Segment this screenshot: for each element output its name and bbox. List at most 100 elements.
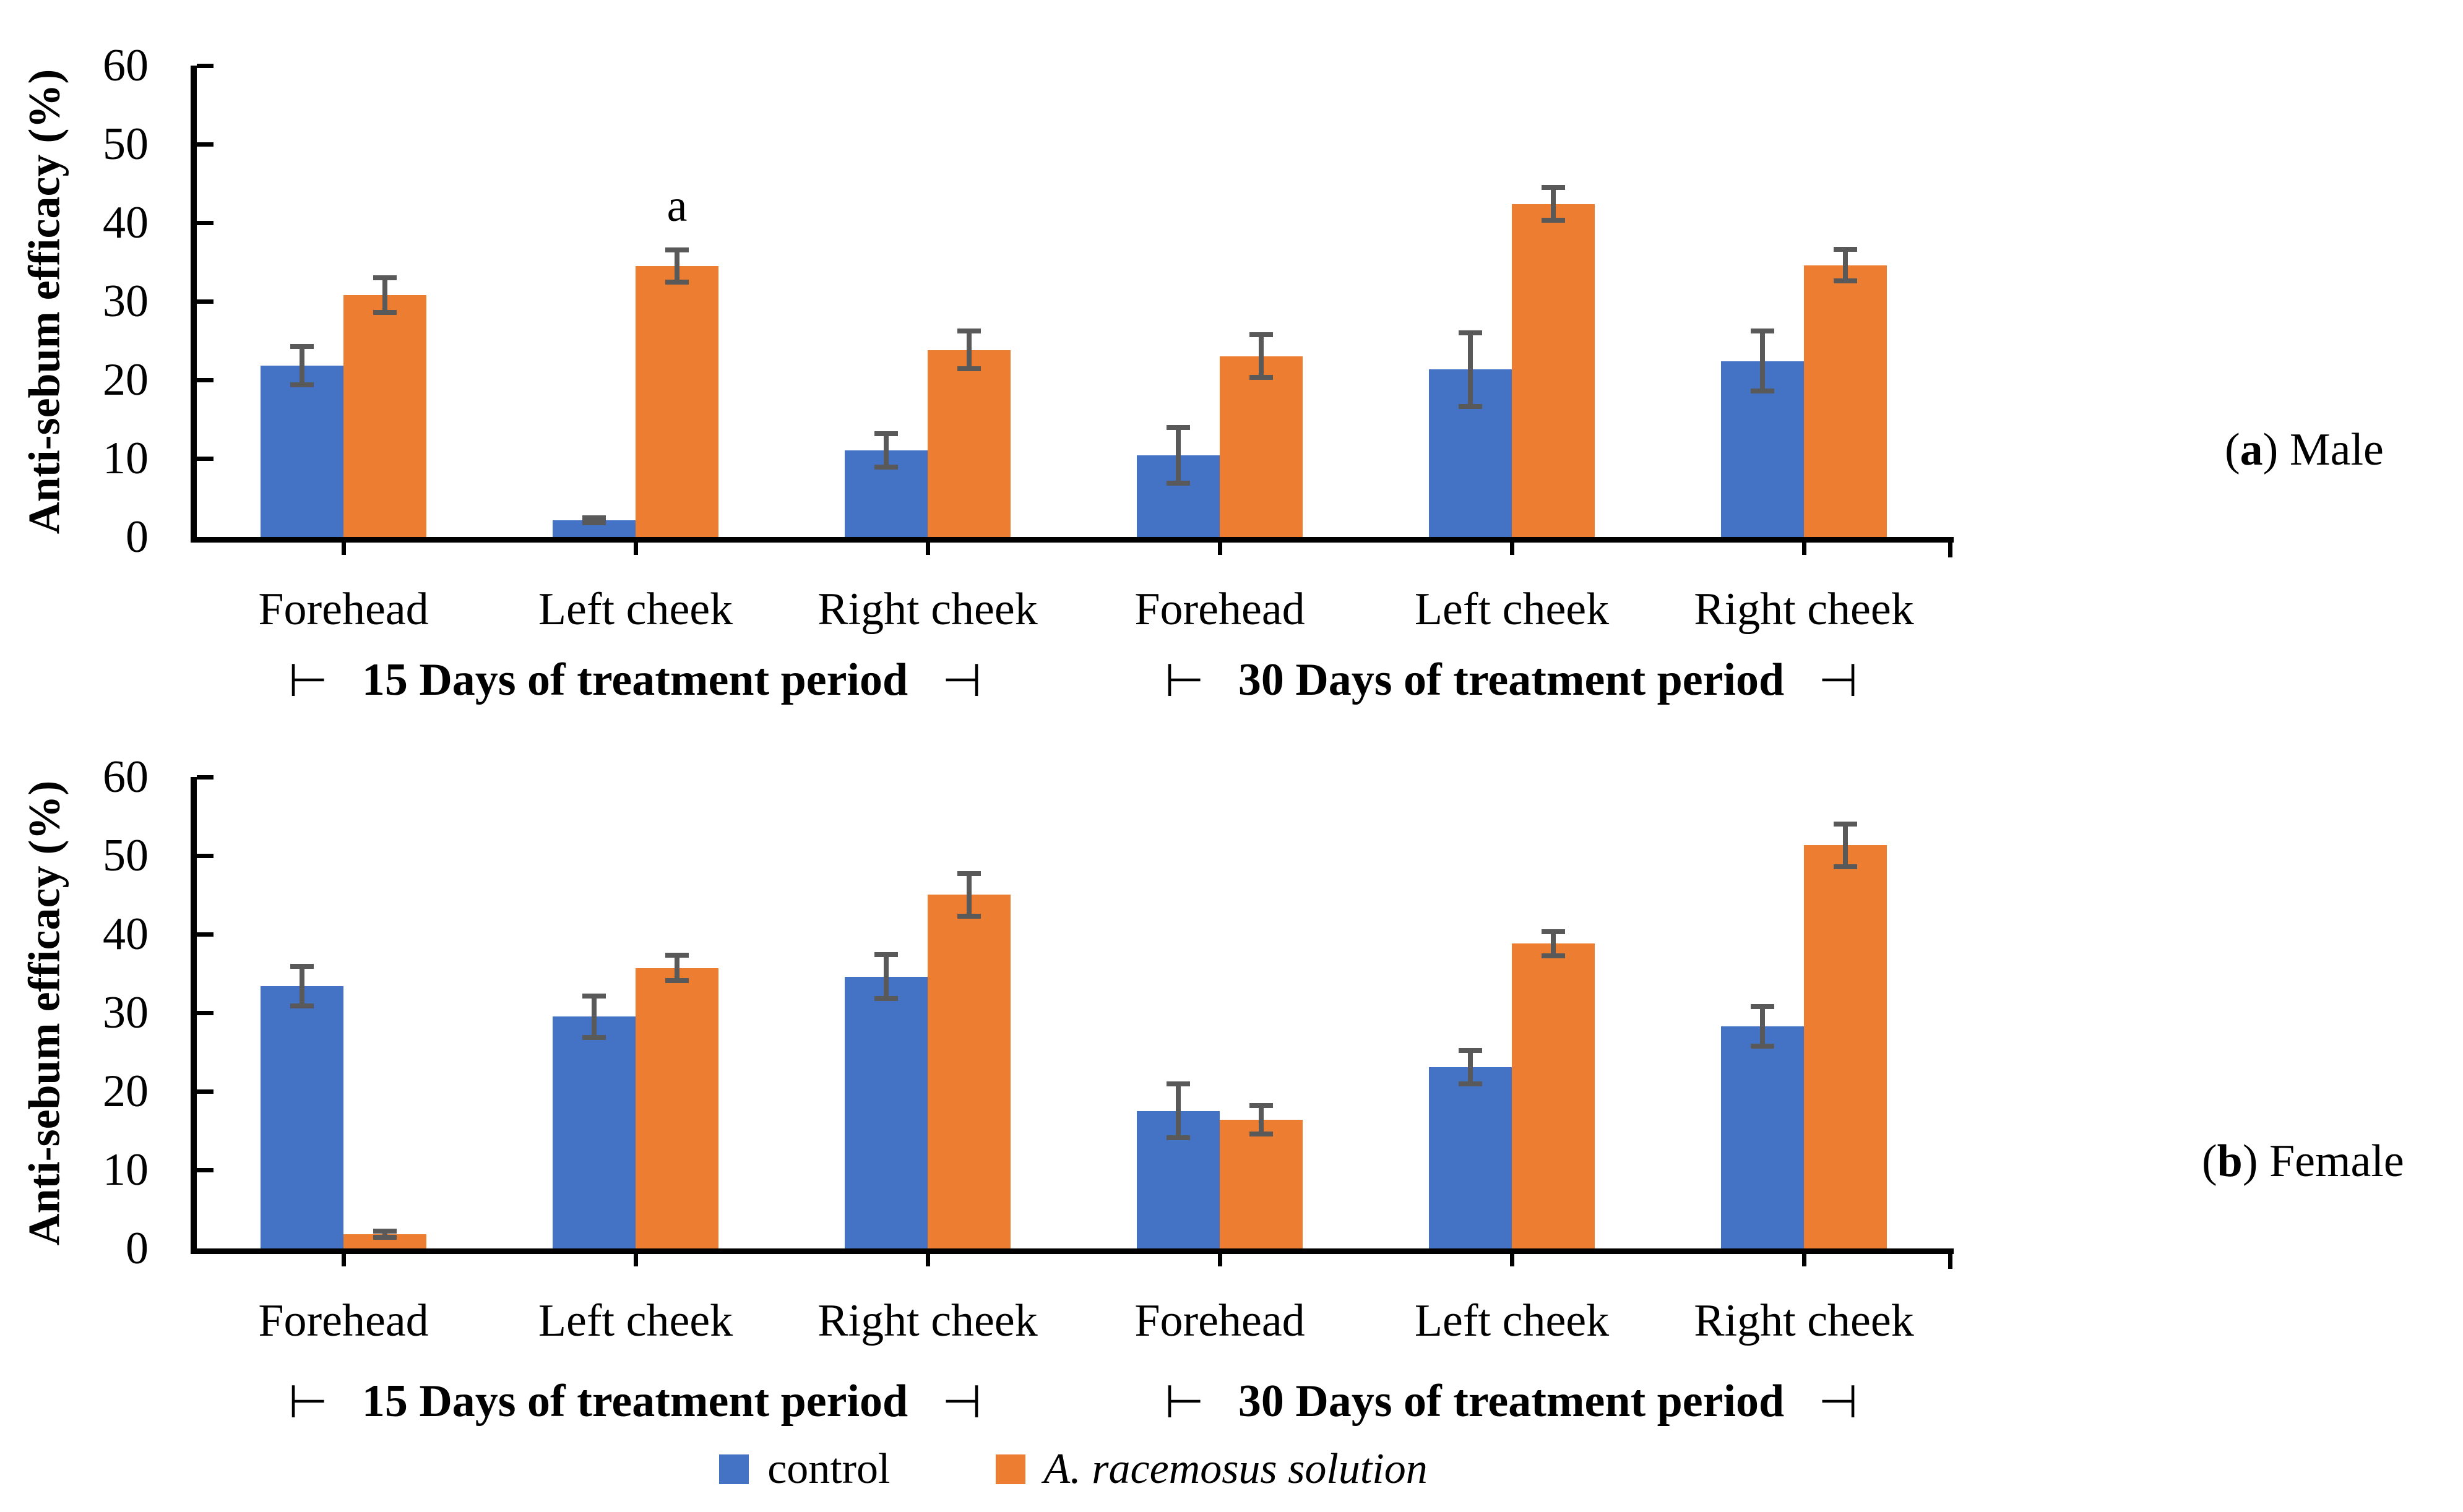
error-bar-line — [1176, 427, 1181, 484]
y-axis-line — [191, 777, 197, 1254]
error-bar-cap — [1751, 1044, 1774, 1049]
error-bar-line — [1551, 931, 1556, 956]
y-tick-label: 20 — [103, 1066, 149, 1117]
y-tick-label: 0 — [126, 1223, 149, 1274]
bar-control — [261, 366, 343, 537]
error-bar-line — [1259, 334, 1264, 378]
y-axis-tick — [197, 1089, 214, 1094]
error-bar-cap — [665, 280, 689, 285]
y-tick-label: 40 — [103, 909, 149, 960]
error-bar-cap — [1167, 481, 1190, 486]
error-bar-line — [1843, 823, 1848, 867]
panel-letter: a — [2240, 424, 2263, 475]
bar-treatment — [1512, 204, 1595, 537]
panel-title: Male — [2289, 424, 2384, 475]
y-axis-line — [191, 66, 197, 543]
left-tack-glyph: ⊢ — [288, 1375, 328, 1428]
category-tick — [1218, 543, 1222, 555]
error-bar-line — [1176, 1083, 1181, 1138]
bar-treatment — [1804, 845, 1887, 1248]
error-bar-line — [1468, 332, 1473, 407]
category-tick — [342, 543, 346, 555]
error-bar-cap — [1542, 953, 1565, 958]
error-bar-cap — [665, 953, 689, 958]
left-tack-glyph: ⊢ — [288, 653, 328, 707]
bar-treatment — [928, 350, 1011, 537]
y-tick-label: 50 — [103, 119, 149, 170]
error-bar-cap — [1459, 404, 1482, 409]
bar-control — [845, 977, 928, 1248]
bar-treatment — [1220, 1120, 1303, 1248]
category-label: Right cheek — [817, 1295, 1038, 1346]
right-tack-glyph: ⊣ — [1818, 1375, 1858, 1428]
y-axis-tick — [197, 457, 214, 461]
group-period-label: ⊢ 15 Days of treatment period ⊣ — [197, 1372, 1073, 1431]
caption-paren: ) — [2262, 424, 2290, 475]
error-bar-cap — [373, 310, 397, 315]
control-swatch-icon — [719, 1454, 749, 1484]
category-label: Right cheek — [1694, 584, 1914, 635]
error-bar-cap — [1249, 1132, 1273, 1136]
error-bar-line — [675, 955, 679, 981]
error-bar-cap — [1459, 330, 1482, 335]
error-bar-cap — [290, 1003, 314, 1008]
bar-treatment — [636, 266, 718, 537]
y-tick-label: 30 — [103, 987, 149, 1038]
right-tack-glyph: ⊣ — [942, 653, 982, 707]
error-bar-cap — [1751, 389, 1774, 393]
category-tick — [1510, 1254, 1514, 1266]
category-label: Forehead — [258, 1295, 429, 1346]
category-label: Right cheek — [817, 584, 1038, 635]
x-axis-line — [191, 537, 1954, 543]
error-bar-line — [300, 346, 304, 385]
y-axis-tick — [197, 64, 214, 68]
error-bar-line — [1551, 187, 1556, 221]
y-tick-label: 0 — [126, 512, 149, 562]
error-bar-line — [1259, 1105, 1264, 1135]
y-axis-tick — [197, 932, 214, 937]
error-bar-line — [300, 966, 304, 1007]
category-tick — [1218, 1254, 1222, 1266]
group-period-text: 15 Days of treatment period — [361, 655, 908, 705]
y-tick-label: 50 — [103, 830, 149, 881]
error-bar-cap — [957, 366, 981, 371]
category-label: Left cheek — [538, 1295, 733, 1346]
category-label: Forehead — [258, 584, 429, 635]
error-bar-cap — [1751, 329, 1774, 333]
error-bar-cap — [582, 994, 606, 999]
error-bar-line — [1760, 330, 1765, 392]
error-bar-line — [967, 330, 972, 369]
error-bar-cap — [957, 871, 981, 876]
category-tick — [926, 1254, 930, 1266]
legend-item-treatment: A. racemosus solution — [995, 1445, 1428, 1494]
bar-treatment — [343, 1234, 426, 1248]
y-axis-tick — [197, 775, 214, 780]
y-axis-tick — [197, 299, 214, 304]
group-period-label: ⊢ 30 Days of treatment period ⊣ — [1073, 1372, 1949, 1431]
error-bar-cap — [665, 978, 689, 983]
bar-treatment — [1512, 943, 1595, 1248]
left-tack-glyph: ⊢ — [1164, 653, 1204, 707]
y-axis-tick — [197, 378, 214, 382]
category-tick — [634, 1254, 638, 1266]
bar-control — [261, 986, 343, 1248]
error-bar-line — [382, 1231, 387, 1238]
caption-paren: ) — [2242, 1136, 2269, 1187]
y-tick-label: 10 — [103, 1145, 149, 1195]
error-bar-cap — [1834, 278, 1857, 283]
group-period-text: 15 Days of treatment period — [361, 1376, 908, 1427]
error-bar-line — [382, 277, 387, 313]
category-tick — [1510, 543, 1514, 555]
panel-letter: b — [2217, 1136, 2243, 1187]
left-tack-glyph: ⊢ — [1164, 1375, 1204, 1428]
error-bar-line — [675, 249, 679, 283]
y-axis-tick — [197, 221, 214, 225]
error-bar-cap — [665, 247, 689, 252]
bar-control — [1429, 1067, 1512, 1248]
category-label: Forehead — [1134, 1295, 1305, 1346]
legend-label: A. racemosus solution — [1043, 1445, 1428, 1493]
y-axis-tick — [197, 854, 214, 858]
category-tick — [926, 543, 930, 555]
category-label: Left cheek — [1414, 1295, 1610, 1346]
error-bar-line — [1843, 249, 1848, 281]
